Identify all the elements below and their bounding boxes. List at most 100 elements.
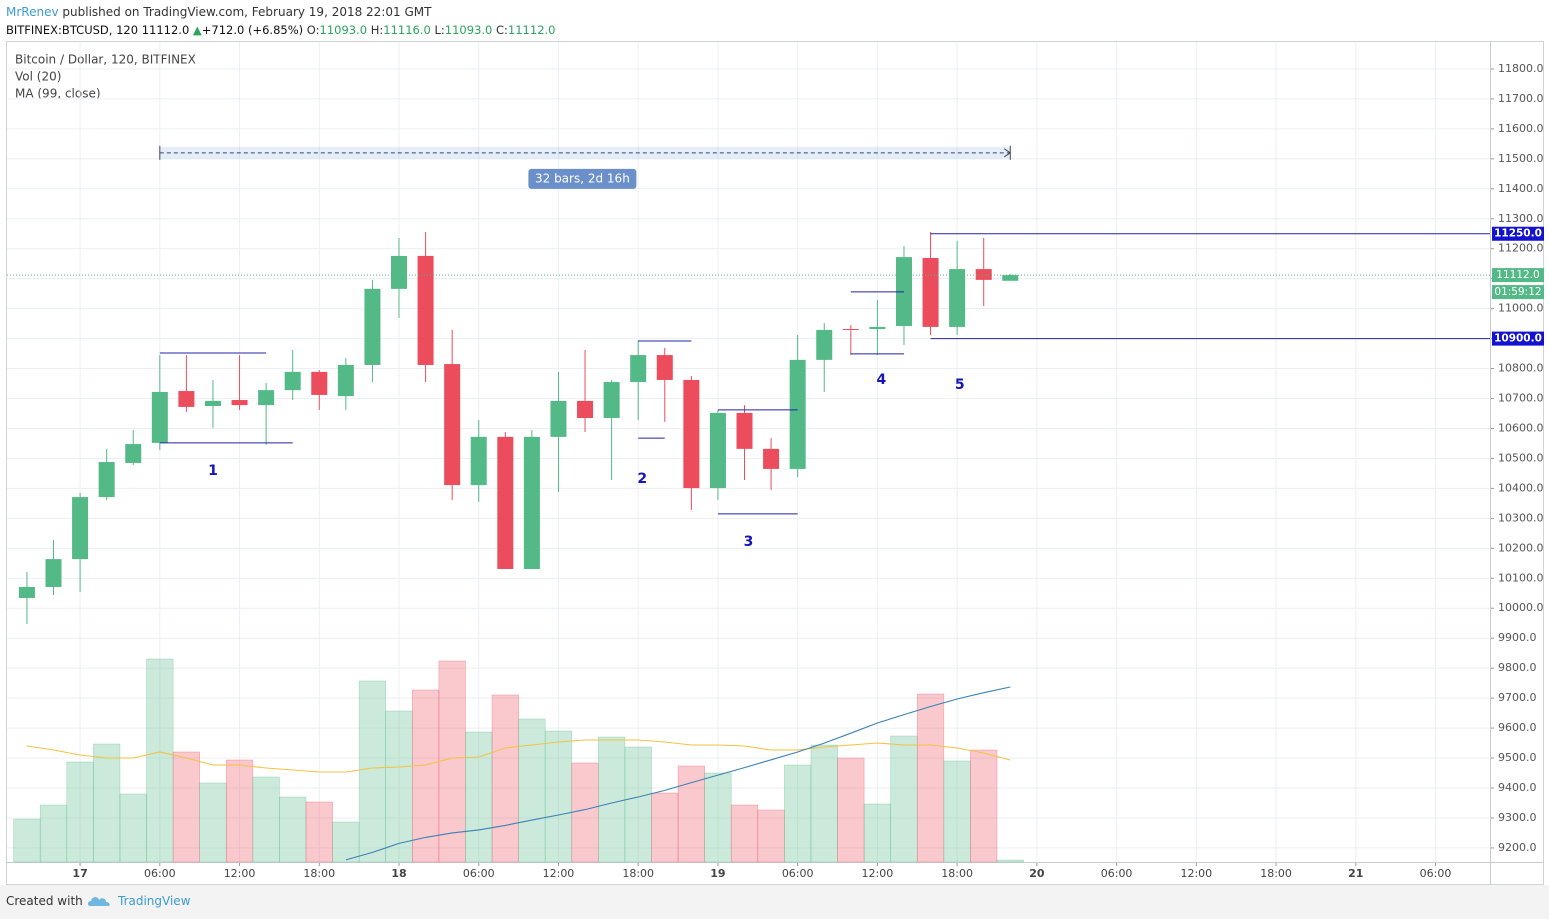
candle-body — [284, 371, 301, 391]
y-tick-label: 10300.0 — [1498, 511, 1544, 524]
candle-body — [18, 586, 35, 599]
candle-body — [444, 364, 461, 486]
volume-bar — [890, 735, 918, 863]
published: published on TradingView.com, February 1… — [62, 5, 432, 19]
arrow: ▲ — [192, 23, 202, 37]
volume-bar — [651, 792, 679, 863]
annotation: 4 — [877, 372, 887, 388]
candle-body — [417, 255, 434, 365]
ma-line — [345, 686, 1011, 861]
volume-bar — [252, 776, 280, 863]
candle-body — [151, 391, 168, 443]
header: MrRenev published on TradingView.com, Fe… — [6, 3, 555, 39]
y-tick-label: 10500.0 — [1498, 451, 1544, 464]
volume-bar — [279, 796, 307, 863]
candle-body — [789, 359, 806, 469]
x-tick-label: 19 — [710, 867, 725, 880]
candle-body — [842, 329, 859, 331]
x-tick-label: 12:00 — [543, 867, 575, 880]
volume-bar — [996, 859, 1024, 863]
x-tick-label: 18:00 — [941, 867, 973, 880]
volume-bar — [39, 804, 68, 863]
volume-bar — [412, 689, 440, 863]
candle-body — [603, 382, 620, 418]
x-tick-label: 06:00 — [1101, 867, 1133, 880]
symbol: BITFINEX:BTCUSD, 120 — [6, 23, 139, 37]
price-badge — [1492, 331, 1544, 346]
candle-body — [311, 371, 328, 395]
price-badge — [1492, 226, 1544, 241]
volume-bar — [598, 736, 626, 863]
volume-bar — [332, 821, 360, 863]
x-tick-label: 18:00 — [303, 867, 335, 880]
c-label: C: — [496, 23, 508, 37]
l-label: L: — [434, 23, 445, 37]
brand[interactable]: TradingView — [118, 894, 191, 908]
volume-bar — [970, 749, 998, 863]
x-tick-label: 17 — [72, 867, 87, 880]
x-tick-label: 06:00 — [463, 867, 495, 880]
candle-body — [736, 412, 753, 449]
price-badge-label: 11112.0 — [1496, 269, 1539, 281]
y-tick-label: 10100.0 — [1498, 571, 1544, 584]
volume-bar — [784, 764, 812, 863]
y-tick-label: 10600.0 — [1498, 421, 1544, 434]
y-tick-label: 11000.0 — [1498, 302, 1544, 315]
x-tick-label: 06:00 — [1420, 867, 1452, 880]
measure-label-box — [528, 168, 637, 189]
volume-bar — [13, 818, 41, 863]
x-tick-label: 18:00 — [622, 867, 654, 880]
volume-bar — [491, 694, 519, 863]
candle-body — [709, 412, 726, 489]
volume-bar — [119, 793, 147, 863]
frame — [6, 41, 1544, 885]
y-tick-label: 11300.0 — [1498, 212, 1544, 225]
candle-body — [763, 448, 780, 469]
measure-arrow — [1004, 148, 1012, 158]
y-tick-label: 11600.0 — [1498, 122, 1544, 135]
volume-bar — [172, 751, 200, 863]
x-tick-label: 06:00 — [782, 867, 814, 880]
y-tick-label: 11500.0 — [1498, 152, 1544, 165]
h: 11116.0 — [383, 23, 431, 37]
y-tick-label: 10700.0 — [1498, 392, 1544, 405]
countdown: 01:59:12 — [1494, 286, 1541, 298]
annotation: 5 — [955, 377, 965, 393]
measure-band — [159, 146, 1011, 159]
candle-body — [656, 355, 673, 380]
candle-body — [98, 462, 115, 498]
candle-body — [523, 436, 540, 569]
candle-body — [125, 444, 142, 463]
h-label: H: — [370, 23, 384, 37]
candle-body — [72, 497, 89, 560]
x-tick-label: 21 — [1348, 867, 1363, 880]
candle-body — [975, 269, 992, 280]
annotation: 3 — [744, 534, 754, 550]
c: 11112.0 — [507, 23, 556, 37]
volume-bar — [544, 730, 573, 863]
author[interactable]: MrRenev — [6, 5, 59, 19]
legend-title: Bitcoin / Dollar, 120, BITFINEX — [15, 53, 196, 67]
volume-bar — [465, 731, 493, 863]
annotation: 1 — [208, 463, 218, 479]
candle-body — [550, 400, 567, 437]
x-tick-label: 18 — [391, 867, 406, 880]
x-tick-label: 12:00 — [224, 867, 256, 880]
measure-label: 32 bars, 2d 16h — [535, 171, 630, 185]
y-tick-label: 9700.0 — [1498, 691, 1537, 704]
candle-body — [683, 379, 700, 489]
y-tick-label: 10200.0 — [1498, 541, 1544, 554]
price-badge — [1492, 268, 1544, 283]
candle-body — [391, 255, 408, 289]
volume-bar — [837, 757, 865, 863]
volume-bar — [93, 743, 121, 863]
chart: Bitcoin / Dollar, 120, BITFINEX Vol (20)… — [6, 41, 1544, 885]
y-tick-label: 11400.0 — [1498, 182, 1544, 195]
y-tick-label: 9600.0 — [1498, 721, 1537, 734]
footer: Created with TradingView — [0, 885, 1549, 919]
header-line: MrRenev published on TradingView.com, Fe… — [6, 3, 555, 21]
volume-bar — [518, 718, 546, 863]
volume-bar — [305, 801, 333, 863]
logo — [87, 897, 110, 906]
legend-volume: Vol (20) — [15, 70, 61, 84]
